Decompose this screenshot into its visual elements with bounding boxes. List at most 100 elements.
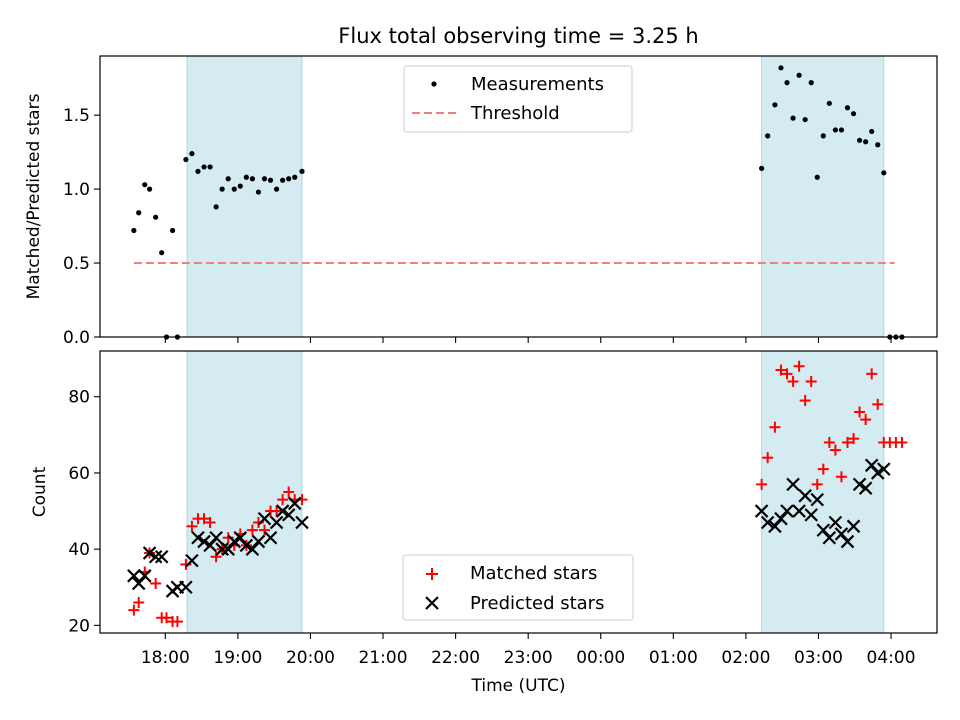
measurement-point xyxy=(146,186,153,192)
matched-stars-point xyxy=(835,471,847,483)
measurement-point xyxy=(814,174,820,180)
predicted-stars-point xyxy=(804,508,818,522)
matched-stars-point xyxy=(854,406,866,418)
matched-stars-point xyxy=(811,478,823,490)
predicted-stars-point xyxy=(137,569,152,583)
predicted-stars-point xyxy=(768,519,782,534)
x-tick-label: 19:00 xyxy=(213,648,262,668)
measurement-point xyxy=(267,177,274,183)
measurement-point xyxy=(765,133,771,139)
matched-stars-point xyxy=(171,616,183,628)
predicted-stars-point xyxy=(239,538,254,553)
predicted-stars-point xyxy=(131,576,146,591)
count-legend: Matched stars Predicted stars xyxy=(402,554,634,621)
matched-stars-point xyxy=(793,360,805,372)
legend-predicted-label: Predicted stars xyxy=(470,593,604,614)
measurement-point xyxy=(856,137,863,143)
count-y-axis-label: Count xyxy=(30,466,50,517)
measurement-point xyxy=(820,133,826,139)
predicted-stars-point xyxy=(810,492,825,507)
ratio-legend-box xyxy=(403,65,633,133)
y-tick-label: 0.5 xyxy=(63,254,90,274)
predicted-stars-point xyxy=(754,504,769,518)
measurement-point xyxy=(273,186,280,192)
matched-stars-point xyxy=(848,433,860,445)
matched-stars-point xyxy=(841,436,853,448)
y-tick-label: 80 xyxy=(68,388,90,408)
matched-stars-point xyxy=(186,520,198,532)
predicted-stars-point xyxy=(185,553,199,568)
legend-measurements-marker xyxy=(431,81,437,87)
count-panel: 20 40 60 80 18:00 19:00 20:00 21:00 22:00 23:00 0… xyxy=(30,350,938,696)
legend-threshold-label: Threshold xyxy=(470,103,560,124)
predicted-stars-point xyxy=(864,458,879,473)
predicted-stars-point xyxy=(197,534,211,549)
measurement-point xyxy=(255,189,262,195)
matched-stars-point xyxy=(866,368,878,380)
predicted-stars-point xyxy=(179,580,193,595)
matched-stars-point xyxy=(161,612,173,624)
matched-stars-point xyxy=(150,577,162,589)
measurement-point xyxy=(808,80,814,86)
measurement-point xyxy=(772,102,778,108)
measurement-point xyxy=(844,105,851,111)
measurement-point xyxy=(778,65,784,71)
measurement-point xyxy=(249,176,256,182)
y-tick-label: 60 xyxy=(68,464,90,484)
predicted-stars-point xyxy=(263,530,278,545)
measurement-point xyxy=(863,139,869,145)
matched-stars-point xyxy=(896,436,908,448)
measurement-point xyxy=(183,156,189,163)
predicted-stars-point xyxy=(792,504,806,518)
measurement-point xyxy=(299,168,305,174)
measurement-point xyxy=(169,227,176,234)
matched-stars-point xyxy=(829,444,841,456)
predicted-stars-point xyxy=(287,496,302,511)
measurement-point xyxy=(826,100,832,106)
y-tick-label: 20 xyxy=(68,616,90,636)
matched-stars-point xyxy=(246,524,258,536)
measurement-point xyxy=(225,176,231,182)
x-tick-label: 20:00 xyxy=(286,648,335,668)
y-tick-label: 1.5 xyxy=(63,106,90,126)
predicted-stars-point xyxy=(780,504,794,518)
measurement-point xyxy=(213,204,219,210)
y-tick-label: 0.0 xyxy=(63,328,90,348)
predicted-stars-point xyxy=(281,508,296,522)
matched-stars-point xyxy=(799,395,811,407)
x-tick-label: 00:00 xyxy=(576,648,625,668)
predicted-stars-point xyxy=(127,569,141,583)
matched-stars-point xyxy=(271,505,283,517)
predicted-stars-point xyxy=(822,530,837,545)
matched-stars-point xyxy=(781,368,793,380)
count-observing-span xyxy=(186,350,303,634)
predicted-stars-point xyxy=(221,542,235,556)
measurement-point xyxy=(159,250,165,256)
predicted-stars-point xyxy=(257,511,272,526)
x-tick-label: 01:00 xyxy=(649,648,698,668)
x-tick-label: 04:00 xyxy=(867,648,916,668)
x-axis-label: Time (UTC) xyxy=(471,676,566,696)
matched-stars-point xyxy=(283,486,295,498)
measurement-point xyxy=(292,174,298,180)
x-tick-label: 18:00 xyxy=(141,648,190,668)
measurement-point xyxy=(153,214,159,220)
matched-stars-point xyxy=(210,551,222,563)
predicted-stars-point xyxy=(840,534,855,549)
x-tick-label: 03:00 xyxy=(794,648,843,668)
predicted-stars-point xyxy=(295,515,309,530)
predicted-stars-point xyxy=(774,511,788,526)
ratio-legend: Measurements Threshold xyxy=(403,65,633,133)
ratio-panel-frame xyxy=(99,55,938,338)
measurement-point xyxy=(243,174,249,180)
matched-stars-point xyxy=(198,513,210,525)
predicted-stars-point xyxy=(877,462,891,476)
predicted-stars-point xyxy=(148,550,163,564)
matched-stars-point xyxy=(133,597,145,609)
matched-stars-point xyxy=(872,398,884,410)
predicted-stars-point xyxy=(142,546,157,560)
predicted-stars-point xyxy=(816,523,831,537)
predicted-stars-point xyxy=(828,515,843,530)
x-tick-label: 02:00 xyxy=(721,648,770,668)
